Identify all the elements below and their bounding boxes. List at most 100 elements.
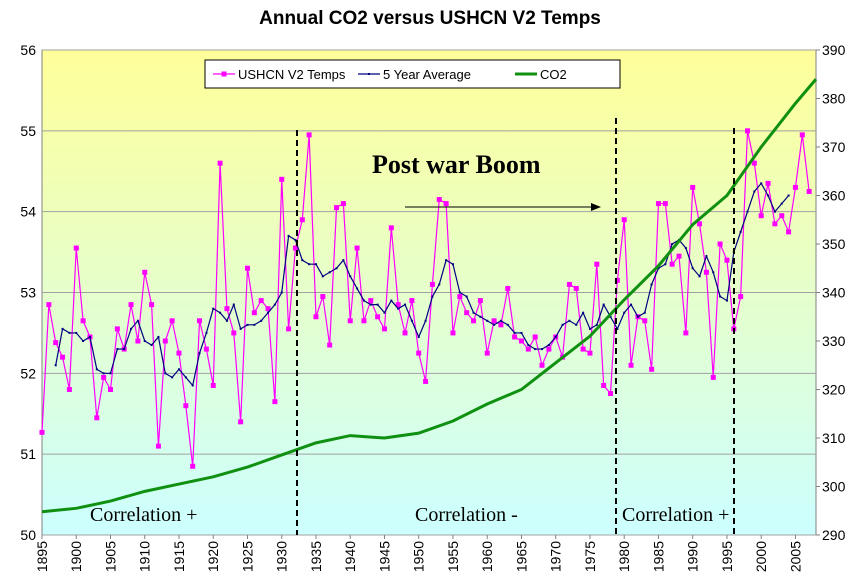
y2-tick-label: 380 <box>822 91 846 107</box>
point <box>609 315 612 318</box>
x-tick-label: 1905 <box>102 541 118 572</box>
x-tick-label: 1965 <box>513 541 529 572</box>
point <box>751 160 757 166</box>
point <box>710 374 716 380</box>
point <box>758 213 764 219</box>
point <box>765 180 771 186</box>
annotation: Post war Boom <box>372 150 541 179</box>
point <box>719 295 722 298</box>
x-tick-label: 1930 <box>274 541 290 572</box>
point <box>479 315 482 318</box>
point <box>171 376 174 379</box>
point <box>135 338 141 344</box>
point <box>554 335 557 338</box>
point <box>498 322 504 328</box>
point <box>102 372 105 375</box>
point <box>60 354 66 360</box>
point <box>287 234 290 237</box>
point <box>779 213 785 219</box>
point <box>308 263 311 266</box>
point <box>705 255 708 258</box>
point <box>669 261 675 267</box>
point <box>292 245 298 251</box>
point <box>143 340 146 342</box>
point <box>676 253 682 259</box>
point <box>279 176 285 182</box>
point <box>327 342 333 348</box>
point <box>155 443 161 449</box>
point <box>662 201 668 207</box>
legend-marker <box>221 71 227 77</box>
point <box>630 303 633 306</box>
legend-label: 5 Year Average <box>383 67 471 82</box>
point <box>525 346 531 352</box>
point <box>334 205 340 211</box>
point <box>410 319 413 322</box>
point <box>429 281 435 287</box>
x-tick-label: 1975 <box>582 541 598 572</box>
x-tick-label: 1910 <box>137 541 153 572</box>
y2-tick-label: 350 <box>822 236 846 252</box>
point <box>725 299 728 302</box>
point <box>683 330 689 336</box>
annotation: Correlation - <box>415 504 518 526</box>
point <box>46 302 52 308</box>
x-tick-label: 1960 <box>479 541 495 572</box>
point <box>294 238 297 241</box>
point <box>486 319 489 322</box>
point <box>251 310 257 316</box>
y-tick-label: 56 <box>20 42 36 58</box>
x-tick-label: 1955 <box>445 541 461 572</box>
point <box>608 391 614 397</box>
point <box>575 323 578 326</box>
point <box>94 415 100 421</box>
point <box>136 319 139 322</box>
point <box>39 429 45 435</box>
point <box>787 194 790 197</box>
point <box>594 261 600 267</box>
point <box>614 277 620 283</box>
point <box>253 323 256 326</box>
y2-tick-label: 360 <box>822 188 846 204</box>
point <box>390 299 393 302</box>
legend-marker <box>368 73 370 75</box>
point <box>642 318 648 324</box>
point <box>436 197 442 203</box>
point <box>451 263 454 266</box>
point <box>623 311 626 314</box>
point <box>116 348 119 351</box>
point <box>267 311 270 314</box>
point <box>356 287 359 290</box>
point <box>130 327 133 330</box>
point <box>212 307 215 310</box>
point <box>335 267 338 270</box>
point <box>54 364 57 367</box>
point <box>582 311 585 314</box>
x-tick-label: 1950 <box>411 541 427 572</box>
point <box>703 269 709 275</box>
point <box>219 311 222 314</box>
legend-label: USHCN V2 Temps <box>238 67 346 82</box>
point <box>587 350 593 356</box>
point <box>753 190 756 193</box>
point <box>450 330 456 336</box>
series-line <box>55 182 790 387</box>
point <box>772 221 778 227</box>
point <box>280 291 283 294</box>
point <box>225 319 228 322</box>
point <box>505 285 511 291</box>
point <box>491 318 497 324</box>
point <box>101 374 107 380</box>
point <box>123 348 126 351</box>
point <box>286 326 292 332</box>
point <box>724 257 730 263</box>
point <box>698 275 701 278</box>
point <box>362 299 365 302</box>
point <box>527 344 530 347</box>
point <box>520 331 523 334</box>
point <box>532 334 538 340</box>
point <box>712 271 715 274</box>
point <box>458 291 461 294</box>
point <box>690 184 696 190</box>
x-tick-label: 1980 <box>616 541 632 572</box>
